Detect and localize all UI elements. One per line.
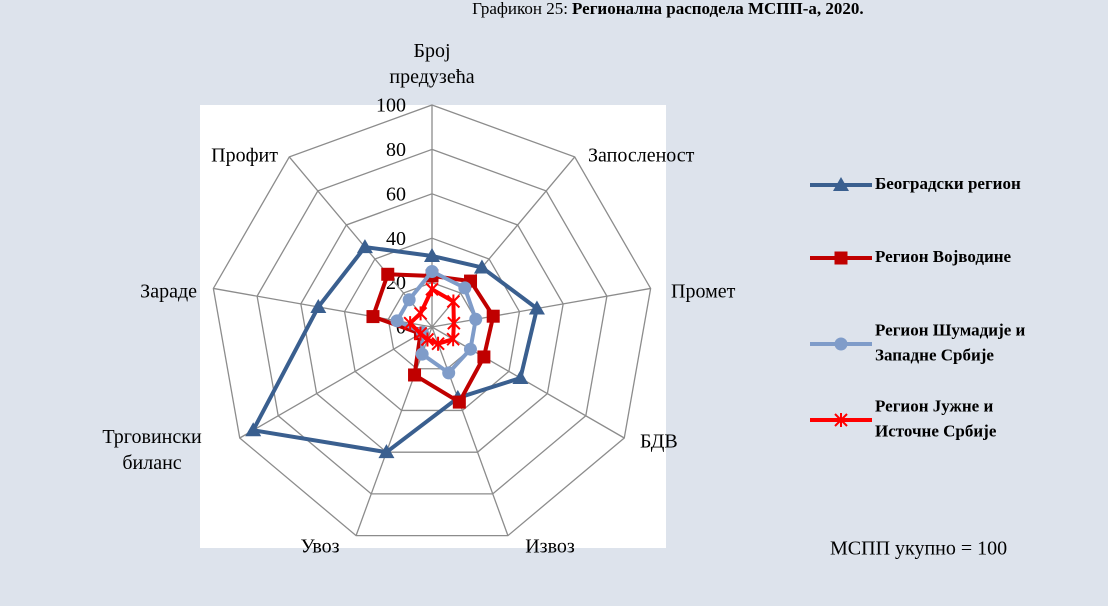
grid-ring xyxy=(212,104,652,537)
legend-marker xyxy=(834,413,848,427)
data-marker xyxy=(425,282,439,297)
r-tick-label: 40 xyxy=(386,228,406,250)
r-tick-label: 100 xyxy=(376,95,406,117)
data-marker xyxy=(431,336,445,351)
category-label: Број предузећа xyxy=(389,40,474,88)
data-marker xyxy=(469,312,483,326)
legend-label: Регион Војводине xyxy=(875,247,1012,266)
data-marker xyxy=(403,316,417,331)
spoke xyxy=(355,326,433,536)
data-marker xyxy=(402,293,416,307)
category-label: Запосленост xyxy=(588,145,695,167)
series-line xyxy=(370,272,496,405)
series-line xyxy=(395,269,478,375)
spoke xyxy=(431,326,625,439)
data-marker xyxy=(390,314,404,328)
grid-ring xyxy=(387,281,477,370)
data-marker xyxy=(447,316,461,331)
legend-marker xyxy=(834,251,848,265)
spoke xyxy=(431,326,509,536)
data-marker xyxy=(473,259,490,274)
legend-label: Регион Јужне и Источне Србије xyxy=(875,396,997,440)
grid-ring xyxy=(256,148,608,495)
legend-label: Регион Шумадије и Западне Србије xyxy=(875,320,1026,364)
data-marker xyxy=(424,247,440,262)
spoke xyxy=(431,287,651,328)
data-marker xyxy=(245,422,262,437)
data-marker xyxy=(463,342,477,356)
data-marker xyxy=(477,350,491,364)
data-marker xyxy=(446,332,460,347)
annotation: МСПП укупно = 100 xyxy=(830,538,1007,560)
data-marker xyxy=(356,239,373,254)
data-marker xyxy=(408,368,422,382)
data-marker xyxy=(310,298,327,313)
data-marker xyxy=(528,300,545,315)
category-label: БДВ xyxy=(640,431,678,453)
r-tick-label: 60 xyxy=(386,183,406,205)
data-marker xyxy=(486,309,500,323)
category-label: Промет xyxy=(671,281,736,303)
data-marker xyxy=(512,370,529,385)
category-label: Профит xyxy=(211,145,278,167)
data-marker xyxy=(442,366,456,380)
spoke xyxy=(239,326,433,439)
series-line xyxy=(251,245,539,455)
category-label: Извоз xyxy=(525,536,575,558)
grid-ring xyxy=(300,193,564,453)
chart-title-label: Графикон 25: xyxy=(472,0,568,18)
data-marker xyxy=(415,347,429,361)
data-marker xyxy=(458,281,472,295)
data-marker xyxy=(413,326,428,341)
data-marker xyxy=(446,294,461,309)
r-tick-label: 80 xyxy=(386,139,406,161)
legend-marker xyxy=(834,337,848,351)
data-marker xyxy=(452,395,466,409)
chart-title: Регионална расподела МСПП-а, 2020. xyxy=(572,0,864,18)
legend-label: Београдски регион xyxy=(875,174,1021,193)
category-label: Трговински биланс xyxy=(102,426,202,474)
category-label: Увоз xyxy=(300,536,339,558)
data-marker xyxy=(378,444,395,459)
data-marker xyxy=(413,306,428,321)
data-marker xyxy=(381,267,395,281)
data-marker xyxy=(425,265,439,278)
category-label: Зараде xyxy=(140,281,197,303)
data-marker xyxy=(366,310,380,324)
legend-marker xyxy=(833,177,849,191)
